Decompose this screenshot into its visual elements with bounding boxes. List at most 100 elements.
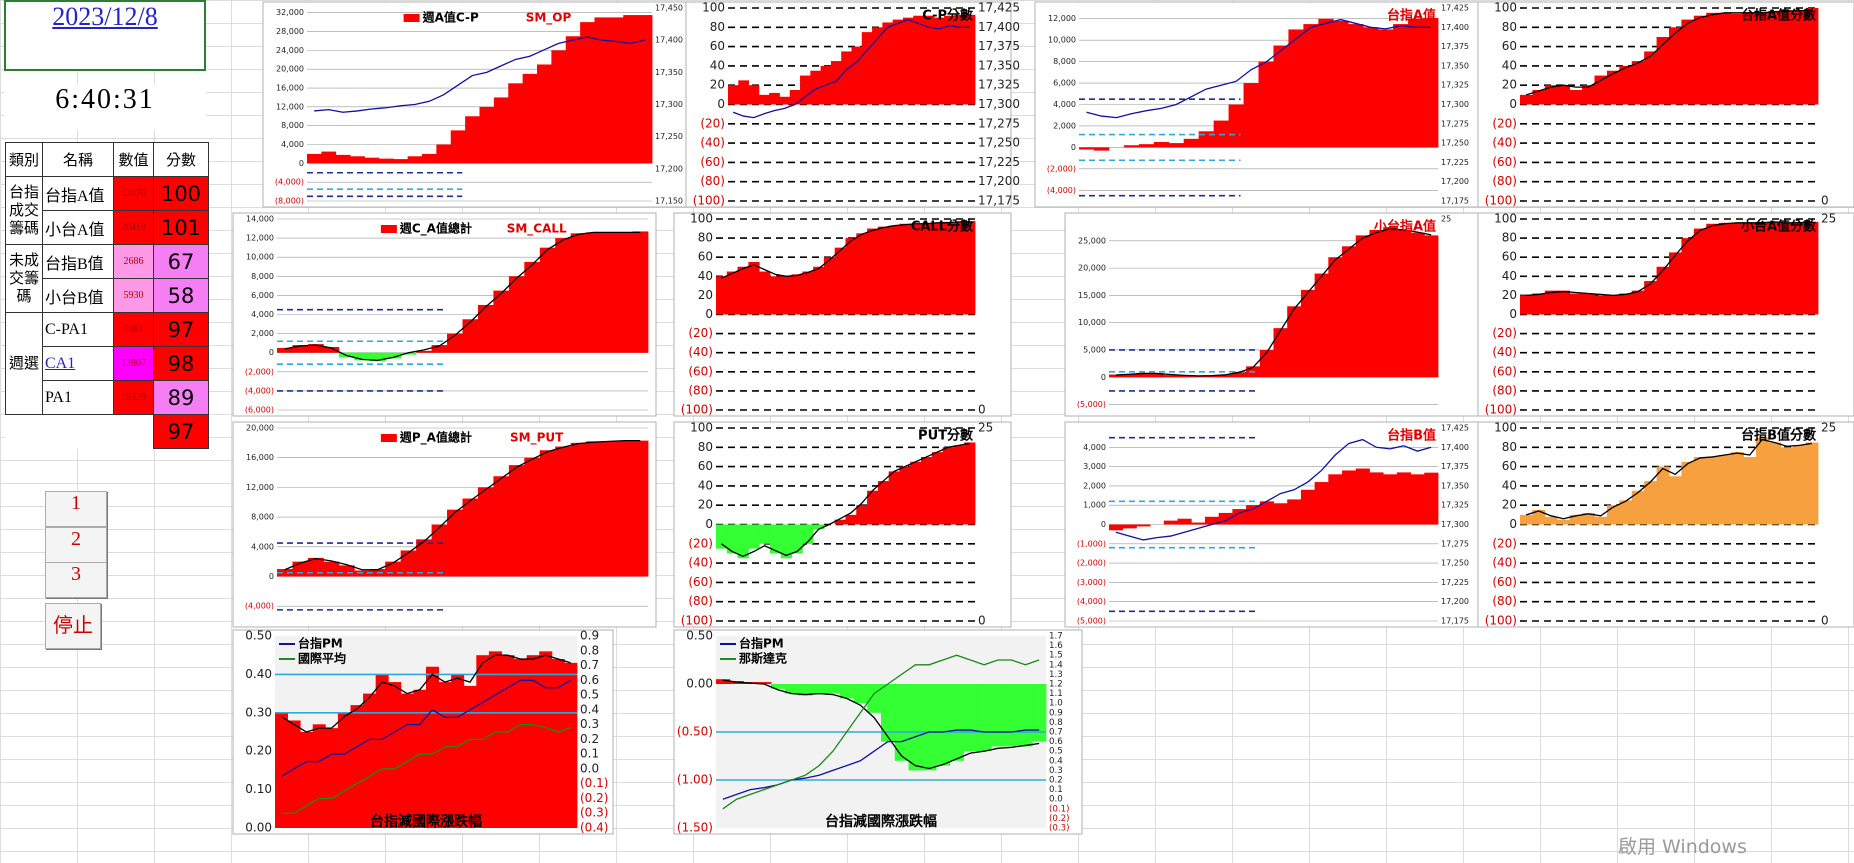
blank-cell — [6, 415, 43, 449]
bar — [1328, 257, 1343, 378]
bar — [1122, 373, 1137, 378]
y2-tick-label: 17,175 — [978, 194, 1020, 208]
y-tick-label: 8,000 — [251, 513, 274, 522]
bar — [1259, 349, 1274, 378]
watermark: 啟用 Windows — [1618, 836, 1747, 858]
y-tick-label: (4,000) — [245, 386, 274, 395]
y-tick-label: 12,000 — [246, 483, 274, 492]
line — [284, 439, 641, 571]
name-link[interactable]: CA1 — [42, 346, 114, 381]
y-tick-label: (100) — [681, 614, 713, 628]
date-cell[interactable]: 2023/12/8 — [4, 0, 206, 71]
bar — [1355, 235, 1370, 378]
bar — [953, 445, 965, 525]
bar — [393, 159, 409, 164]
name-cell: 台指B值 — [42, 244, 114, 279]
button[interactable]: 1 — [45, 491, 107, 527]
line — [314, 36, 645, 113]
bar — [277, 569, 293, 577]
value-cell: 5930 — [113, 278, 154, 313]
y-tick-label: 100 — [1494, 421, 1517, 435]
bar — [1805, 8, 1819, 105]
bar — [586, 232, 603, 353]
line — [1526, 9, 1812, 96]
y-tick-label: 60 — [1502, 459, 1517, 473]
bar — [1656, 266, 1670, 315]
bar — [416, 350, 432, 353]
y-tick-label: (6,000) — [245, 406, 274, 415]
y2-tick-label: 1.0 — [1049, 699, 1063, 709]
y-tick-label: 4,000 — [1053, 100, 1076, 109]
bar — [1780, 447, 1794, 525]
bar — [834, 247, 846, 315]
bar — [570, 442, 587, 577]
bar — [823, 257, 836, 315]
bar — [1408, 18, 1424, 148]
bar — [501, 655, 515, 828]
line — [1526, 438, 1812, 520]
bar — [1423, 17, 1439, 148]
y2-tick-label: 1.5 — [1049, 651, 1063, 661]
bar — [1314, 273, 1329, 378]
bar — [539, 247, 556, 353]
y2-tick-label: 17,300 — [1441, 100, 1469, 109]
y2-tick-label: 0.7 — [580, 658, 599, 672]
y-tick-label: (100) — [1485, 403, 1517, 417]
bar — [1644, 51, 1657, 105]
bar — [779, 96, 791, 105]
y-tick-label: 0 — [705, 307, 713, 321]
bar — [845, 238, 857, 315]
bar — [1378, 29, 1394, 148]
bar — [964, 220, 976, 315]
y2-tick-label: 1.7 — [1049, 632, 1063, 642]
stop-button[interactable]: 停止 — [45, 603, 101, 649]
line — [1086, 18, 1431, 119]
name-cell: C-PA1 — [42, 312, 114, 347]
bar — [716, 679, 731, 684]
bar — [1631, 61, 1645, 105]
bar — [426, 666, 439, 828]
bar — [748, 524, 760, 549]
bar — [1396, 229, 1411, 378]
bar — [1582, 512, 1595, 525]
bar — [551, 50, 567, 164]
bar — [385, 561, 402, 577]
y-tick-label: 60 — [710, 39, 725, 53]
value-cell: 12070 — [113, 176, 154, 211]
line — [1115, 438, 1432, 541]
bar — [1557, 519, 1571, 525]
bar — [1644, 281, 1657, 315]
bar — [385, 352, 402, 359]
y2-tick-label: 25 — [1441, 215, 1451, 224]
button[interactable]: 2 — [45, 527, 107, 563]
bar — [1018, 684, 1033, 747]
bar — [323, 346, 340, 353]
y2-tick-label: 17,275 — [1441, 119, 1469, 128]
y2-tick-label: 17,375 — [978, 39, 1020, 53]
bar — [726, 524, 738, 554]
bar — [931, 452, 944, 525]
y2-tick-label: 17,150 — [655, 197, 683, 206]
y2-tick-label: 17,350 — [655, 68, 683, 77]
bar — [388, 682, 402, 828]
y-tick-label: 0 — [269, 348, 274, 357]
y-tick-label: (1.00) — [677, 773, 713, 787]
group-cell: 台指成交籌碼 — [5, 176, 43, 245]
bar — [1122, 524, 1137, 529]
y-tick-label: (20) — [1492, 116, 1517, 130]
bar — [524, 261, 541, 353]
y2-tick-label: 17,375 — [1441, 42, 1469, 51]
header-cell: 名稱 — [42, 142, 114, 177]
bar — [275, 712, 288, 828]
y2-tick-label: 17,325 — [978, 78, 1020, 92]
y-tick-label: 32,000 — [276, 8, 304, 17]
bar — [479, 106, 495, 164]
y-tick-label: (20) — [700, 116, 725, 130]
y2-tick-label: 17,425 — [978, 1, 1020, 15]
button[interactable]: 3 — [45, 562, 107, 598]
bar — [350, 156, 365, 164]
bar — [748, 85, 760, 105]
bar — [1606, 505, 1620, 525]
bar — [364, 157, 380, 164]
bar — [632, 231, 649, 353]
